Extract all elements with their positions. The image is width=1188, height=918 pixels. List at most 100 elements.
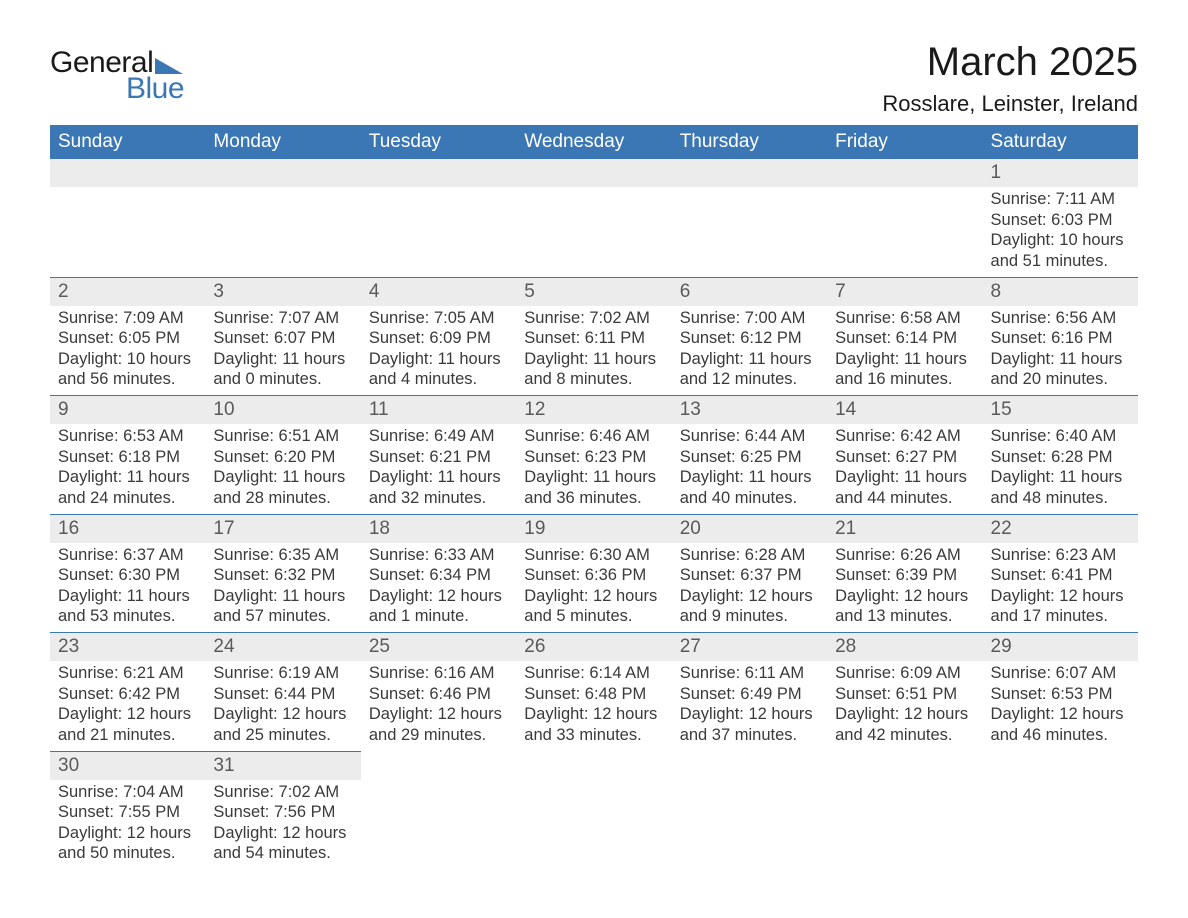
day-number-cell: [672, 751, 827, 780]
daylight-line: Daylight: 11 hours and 20 minutes.: [991, 349, 1130, 390]
daylight-line: Daylight: 12 hours and 13 minutes.: [835, 586, 974, 627]
sunset-line: Sunset: 6:25 PM: [680, 447, 819, 468]
day-content-cell: Sunrise: 6:49 AMSunset: 6:21 PMDaylight:…: [361, 424, 516, 514]
sunrise-line: Sunrise: 6:28 AM: [680, 545, 819, 566]
day-number-cell: 12: [516, 396, 671, 425]
daylight-line: Daylight: 11 hours and 0 minutes.: [213, 349, 352, 390]
daylight-line: Daylight: 12 hours and 54 minutes.: [213, 823, 352, 864]
daylight-line: Daylight: 12 hours and 9 minutes.: [680, 586, 819, 627]
day-number-row: 23242526272829: [50, 633, 1138, 662]
sunrise-line: Sunrise: 7:02 AM: [213, 782, 352, 803]
day-content-cell: Sunrise: 6:51 AMSunset: 6:20 PMDaylight:…: [205, 424, 360, 514]
day-content-cell: Sunrise: 6:56 AMSunset: 6:16 PMDaylight:…: [983, 306, 1138, 396]
sunrise-line: Sunrise: 6:35 AM: [213, 545, 352, 566]
day-content-cell: Sunrise: 6:33 AMSunset: 6:34 PMDaylight:…: [361, 543, 516, 633]
sunset-line: Sunset: 6:53 PM: [991, 684, 1130, 705]
day-content-cell: [672, 187, 827, 277]
day-content-cell: [983, 780, 1138, 870]
day-content-cell: [672, 780, 827, 870]
sunrise-line: Sunrise: 6:37 AM: [58, 545, 197, 566]
daylight-line: Daylight: 11 hours and 24 minutes.: [58, 467, 197, 508]
daylight-line: Daylight: 11 hours and 48 minutes.: [991, 467, 1130, 508]
day-number-cell: 28: [827, 633, 982, 662]
sunrise-line: Sunrise: 7:00 AM: [680, 308, 819, 329]
sunset-line: Sunset: 6:28 PM: [991, 447, 1130, 468]
daylight-line: Daylight: 10 hours and 51 minutes.: [991, 230, 1130, 271]
sunset-line: Sunset: 6:42 PM: [58, 684, 197, 705]
day-header: Saturday: [983, 125, 1138, 159]
sunset-line: Sunset: 7:56 PM: [213, 802, 352, 823]
day-content-cell: Sunrise: 6:19 AMSunset: 6:44 PMDaylight:…: [205, 661, 360, 751]
daylight-line: Daylight: 12 hours and 1 minute.: [369, 586, 508, 627]
day-content-cell: [361, 780, 516, 870]
daylight-line: Daylight: 10 hours and 56 minutes.: [58, 349, 197, 390]
sunrise-line: Sunrise: 6:23 AM: [991, 545, 1130, 566]
day-content-cell: Sunrise: 7:05 AMSunset: 6:09 PMDaylight:…: [361, 306, 516, 396]
day-number-row: 16171819202122: [50, 514, 1138, 543]
daylight-line: Daylight: 11 hours and 44 minutes.: [835, 467, 974, 508]
day-content-cell: [827, 187, 982, 277]
sunrise-line: Sunrise: 7:09 AM: [58, 308, 197, 329]
sunset-line: Sunset: 6:05 PM: [58, 328, 197, 349]
calendar-head: SundayMondayTuesdayWednesdayThursdayFrid…: [50, 125, 1138, 159]
sunrise-line: Sunrise: 6:42 AM: [835, 426, 974, 447]
sunrise-line: Sunrise: 6:11 AM: [680, 663, 819, 684]
title-block: March 2025 Rosslare, Leinster, Ireland: [882, 40, 1138, 117]
day-content-row: Sunrise: 7:11 AMSunset: 6:03 PMDaylight:…: [50, 187, 1138, 277]
daylight-line: Daylight: 12 hours and 37 minutes.: [680, 704, 819, 745]
sunset-line: Sunset: 7:55 PM: [58, 802, 197, 823]
day-number-cell: [361, 751, 516, 780]
daylight-line: Daylight: 12 hours and 29 minutes.: [369, 704, 508, 745]
day-number-cell: 17: [205, 514, 360, 543]
daylight-line: Daylight: 12 hours and 17 minutes.: [991, 586, 1130, 627]
sunset-line: Sunset: 6:48 PM: [524, 684, 663, 705]
sunrise-line: Sunrise: 6:56 AM: [991, 308, 1130, 329]
day-content-cell: Sunrise: 6:46 AMSunset: 6:23 PMDaylight:…: [516, 424, 671, 514]
day-number-cell: 30: [50, 751, 205, 780]
day-header: Tuesday: [361, 125, 516, 159]
day-number-cell: 21: [827, 514, 982, 543]
sunrise-line: Sunrise: 6:51 AM: [213, 426, 352, 447]
daylight-line: Daylight: 11 hours and 28 minutes.: [213, 467, 352, 508]
day-number-cell: 16: [50, 514, 205, 543]
day-content-cell: Sunrise: 6:35 AMSunset: 6:32 PMDaylight:…: [205, 543, 360, 633]
day-content-cell: Sunrise: 7:02 AMSunset: 7:56 PMDaylight:…: [205, 780, 360, 870]
day-number-row: 2345678: [50, 277, 1138, 306]
day-content-cell: [50, 187, 205, 277]
day-number-cell: [672, 159, 827, 187]
day-content-row: Sunrise: 6:21 AMSunset: 6:42 PMDaylight:…: [50, 661, 1138, 751]
day-content-cell: Sunrise: 7:09 AMSunset: 6:05 PMDaylight:…: [50, 306, 205, 396]
day-header: Sunday: [50, 125, 205, 159]
day-number-cell: [361, 159, 516, 187]
day-content-cell: Sunrise: 7:11 AMSunset: 6:03 PMDaylight:…: [983, 187, 1138, 277]
sunset-line: Sunset: 6:44 PM: [213, 684, 352, 705]
logo-triangle-icon: [155, 54, 183, 74]
sunset-line: Sunset: 6:51 PM: [835, 684, 974, 705]
logo-text-blue: Blue: [126, 72, 184, 106]
day-content-cell: Sunrise: 6:23 AMSunset: 6:41 PMDaylight:…: [983, 543, 1138, 633]
day-number-cell: 15: [983, 396, 1138, 425]
sunset-line: Sunset: 6:36 PM: [524, 565, 663, 586]
sunrise-line: Sunrise: 6:19 AM: [213, 663, 352, 684]
daylight-line: Daylight: 12 hours and 46 minutes.: [991, 704, 1130, 745]
day-header: Wednesday: [516, 125, 671, 159]
sunset-line: Sunset: 6:32 PM: [213, 565, 352, 586]
sunset-line: Sunset: 6:23 PM: [524, 447, 663, 468]
day-content-cell: Sunrise: 6:21 AMSunset: 6:42 PMDaylight:…: [50, 661, 205, 751]
day-number-cell: 1: [983, 159, 1138, 187]
day-header: Friday: [827, 125, 982, 159]
sunrise-line: Sunrise: 6:58 AM: [835, 308, 974, 329]
daylight-line: Daylight: 12 hours and 33 minutes.: [524, 704, 663, 745]
sunset-line: Sunset: 6:41 PM: [991, 565, 1130, 586]
sunrise-line: Sunrise: 6:09 AM: [835, 663, 974, 684]
sunset-line: Sunset: 6:11 PM: [524, 328, 663, 349]
sunrise-line: Sunrise: 6:40 AM: [991, 426, 1130, 447]
day-number-cell: 19: [516, 514, 671, 543]
day-content-cell: [516, 780, 671, 870]
daylight-line: Daylight: 11 hours and 8 minutes.: [524, 349, 663, 390]
day-number-cell: 7: [827, 277, 982, 306]
day-content-cell: Sunrise: 6:16 AMSunset: 6:46 PMDaylight:…: [361, 661, 516, 751]
day-content-cell: Sunrise: 6:09 AMSunset: 6:51 PMDaylight:…: [827, 661, 982, 751]
sunrise-line: Sunrise: 6:14 AM: [524, 663, 663, 684]
day-number-cell: 27: [672, 633, 827, 662]
